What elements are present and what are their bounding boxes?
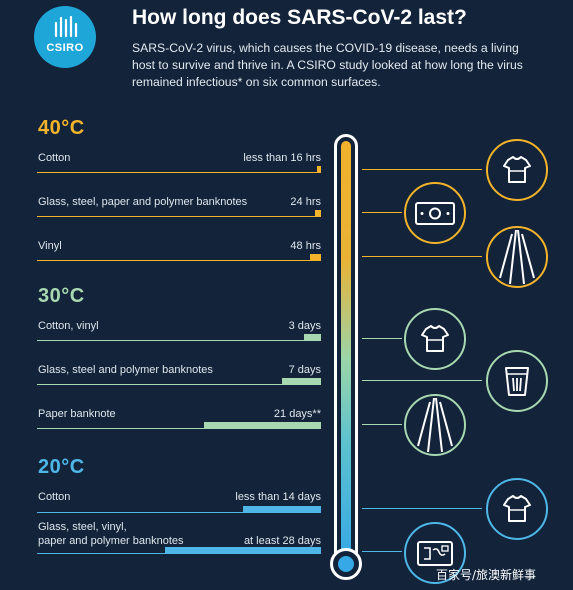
row-label: Glass, steel and polymer banknotes	[38, 364, 213, 376]
temperature-heading-40: 40°C	[38, 117, 85, 139]
row-value: at least 28 days	[243, 535, 321, 547]
row-value: 7 days	[288, 364, 321, 376]
row-value: 48 hrs	[290, 240, 321, 252]
duration-bar	[243, 506, 321, 513]
duration-bar	[310, 254, 321, 261]
vinyl-icon	[486, 226, 548, 288]
page-title: How long does SARS-CoV-2 last?	[132, 6, 467, 29]
row-label: Cotton, vinyl	[38, 320, 99, 332]
connector-line	[362, 212, 402, 213]
duration-bar	[165, 547, 321, 554]
row-label: Paper banknote	[38, 408, 116, 420]
row-label: Glass, steel, vinyl,	[38, 521, 127, 533]
row-rule	[37, 512, 321, 513]
row-rule	[37, 428, 321, 429]
duration-bar	[317, 166, 321, 173]
t-shirt-icon	[404, 308, 466, 370]
csiro-logo: CSIRO	[34, 6, 96, 68]
vinyl-icon	[404, 394, 466, 456]
row-rule	[37, 260, 321, 261]
duration-bar	[304, 334, 321, 341]
connector-line	[362, 169, 482, 170]
thermometer-bulb-fill	[338, 556, 354, 572]
row-label: Vinyl	[38, 240, 62, 252]
connector-line	[362, 256, 482, 257]
row-label: Glass, steel, paper and polymer banknote…	[38, 196, 248, 208]
connector-line	[362, 424, 402, 425]
duration-bar	[315, 210, 321, 217]
t-shirt-icon	[486, 478, 548, 540]
row-value: 21 days**	[273, 408, 321, 420]
connector-line	[362, 508, 482, 509]
duration-bar	[282, 378, 321, 385]
connector-line	[362, 551, 402, 552]
row-label-line2: paper and polymer banknotes	[38, 535, 184, 547]
row-rule	[37, 172, 321, 173]
row-value: 24 hrs	[290, 196, 321, 208]
thermometer-fill	[341, 141, 351, 561]
row-label: Cotton	[38, 152, 71, 164]
temperature-heading-20: 20°C	[38, 456, 85, 478]
temperature-heading-30: 30°C	[38, 285, 85, 307]
connector-line	[362, 380, 482, 381]
row-rule	[37, 384, 321, 385]
t-shirt-icon	[486, 139, 548, 201]
intro-paragraph: SARS-CoV-2 virus, which causes the COVID…	[132, 41, 523, 89]
csiro-logo-mark	[54, 15, 78, 38]
duration-bar	[204, 422, 321, 429]
row-rule	[37, 216, 321, 217]
connector-line	[362, 338, 402, 339]
glass-icon	[486, 350, 548, 412]
banknote-icon	[404, 522, 466, 584]
row-value: 3 days	[288, 320, 321, 332]
row-value: less than 16 hrs	[243, 152, 321, 164]
watermark: 百家号/旅澳新鲜事	[436, 568, 537, 582]
row-value: less than 14 days	[235, 491, 321, 503]
row-label: Cotton	[38, 491, 71, 503]
banknote-icon	[404, 182, 466, 244]
logo-text: CSIRO	[46, 42, 84, 54]
row-rule	[37, 340, 321, 341]
